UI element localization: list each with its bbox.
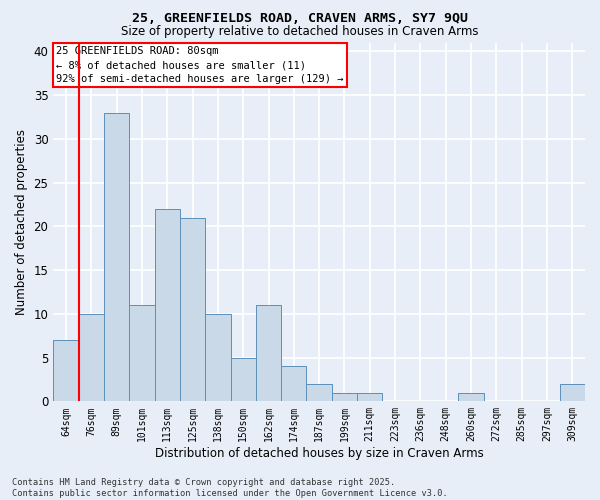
Bar: [256, 305, 281, 402]
Bar: [53, 340, 79, 402]
Text: Contains HM Land Registry data © Crown copyright and database right 2025.
Contai: Contains HM Land Registry data © Crown c…: [12, 478, 448, 498]
Text: 25 GREENFIELDS ROAD: 80sqm
← 8% of detached houses are smaller (11)
92% of semi-: 25 GREENFIELDS ROAD: 80sqm ← 8% of detac…: [56, 46, 343, 84]
Text: Size of property relative to detached houses in Craven Arms: Size of property relative to detached ho…: [121, 25, 479, 38]
Bar: [79, 314, 104, 402]
Bar: [357, 392, 382, 402]
Bar: [104, 112, 129, 402]
Bar: [155, 209, 180, 402]
Bar: [458, 392, 484, 402]
Bar: [307, 384, 332, 402]
Bar: [281, 366, 307, 402]
Bar: [230, 358, 256, 402]
X-axis label: Distribution of detached houses by size in Craven Arms: Distribution of detached houses by size …: [155, 447, 484, 460]
Bar: [560, 384, 585, 402]
Text: 25, GREENFIELDS ROAD, CRAVEN ARMS, SY7 9QU: 25, GREENFIELDS ROAD, CRAVEN ARMS, SY7 9…: [132, 12, 468, 26]
Y-axis label: Number of detached properties: Number of detached properties: [15, 129, 28, 315]
Bar: [180, 218, 205, 402]
Bar: [332, 392, 357, 402]
Bar: [129, 305, 155, 402]
Bar: [205, 314, 230, 402]
